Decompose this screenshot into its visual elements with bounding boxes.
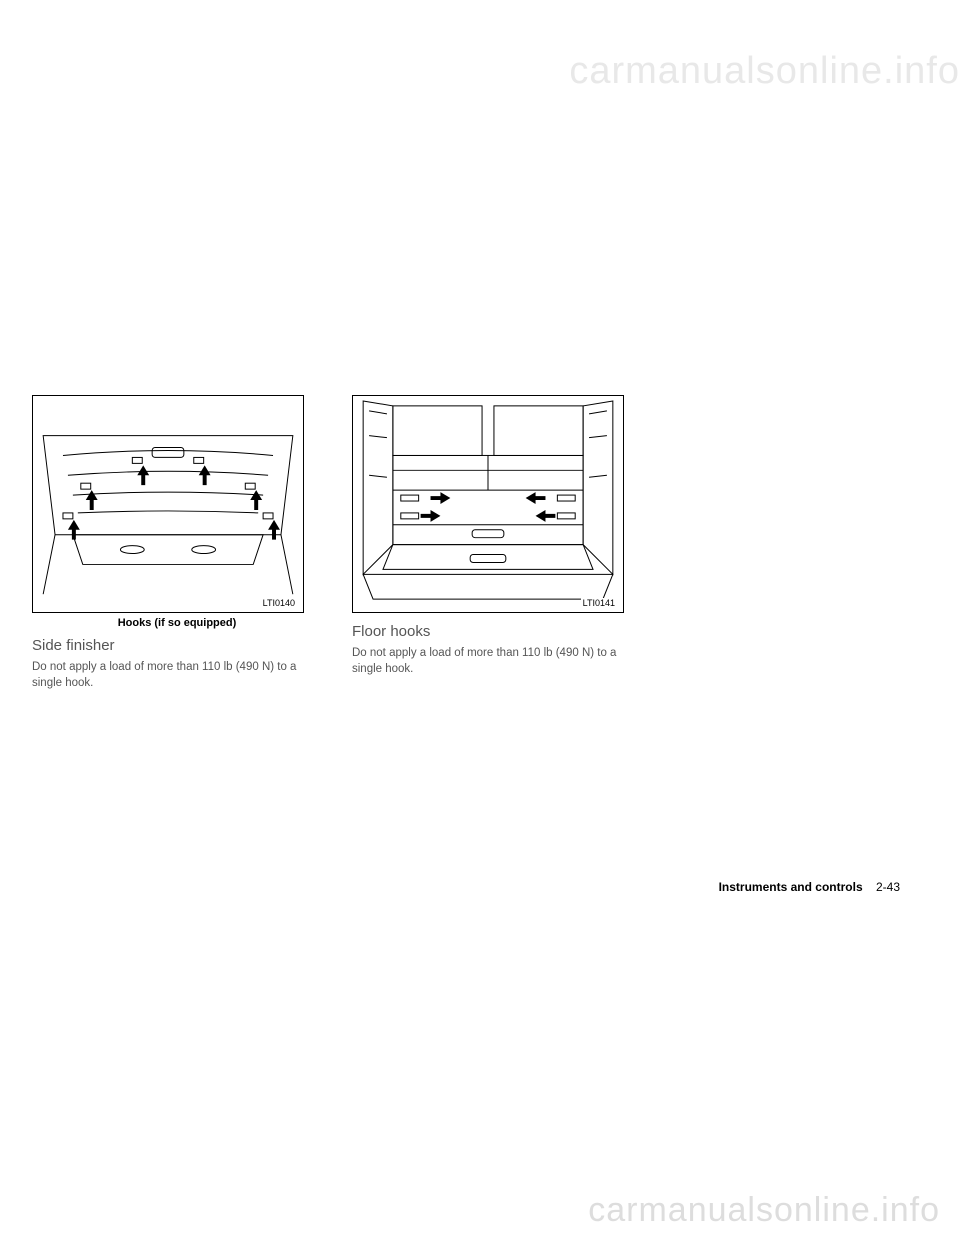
subhead-floor-hooks: Floor hooks <box>352 623 642 640</box>
figure-floor-hooks: LTI0141 <box>352 395 624 613</box>
figure-caption-left: Hooks (if so equipped) <box>32 617 322 629</box>
page-content: LTI0140 Hooks (if so equipped) Side fini… <box>32 395 928 691</box>
body-text-left: Do not apply a load of more than 110 lb … <box>32 660 304 691</box>
diagram-floor-hooks <box>353 396 623 612</box>
footer-section: Instruments and controls <box>719 880 863 894</box>
figure-side-finisher: LTI0140 <box>32 395 304 613</box>
right-column: LTI0141 Floor hooks Do not apply a load … <box>352 395 642 691</box>
page-footer: Instruments and controls 2-43 <box>719 880 900 894</box>
body-text-right: Do not apply a load of more than 110 lb … <box>352 646 624 677</box>
footer-page-number: 2-43 <box>876 880 900 894</box>
left-column: LTI0140 Hooks (if so equipped) Side fini… <box>32 395 322 691</box>
figure-code-right: LTI0141 <box>581 598 617 608</box>
watermark-bottom: carmanualsonline.info <box>588 1191 940 1230</box>
diagram-side-finisher <box>33 396 303 612</box>
figure-code-left: LTI0140 <box>261 598 297 608</box>
subhead-side-finisher: Side finisher <box>32 637 322 654</box>
watermark-top: carmanualsonline.info <box>569 50 960 93</box>
